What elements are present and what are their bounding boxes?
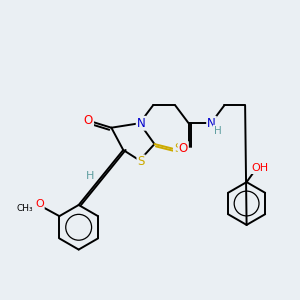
Text: H: H bbox=[85, 171, 94, 181]
Text: O: O bbox=[84, 114, 93, 127]
Text: N: N bbox=[137, 117, 146, 130]
Text: O: O bbox=[179, 142, 188, 155]
Text: H: H bbox=[214, 126, 221, 136]
Text: OH: OH bbox=[251, 163, 268, 173]
Text: S: S bbox=[174, 142, 181, 155]
Text: N: N bbox=[207, 117, 216, 130]
Text: CH₃: CH₃ bbox=[16, 204, 33, 213]
Text: S: S bbox=[137, 155, 145, 168]
Text: O: O bbox=[35, 199, 44, 208]
